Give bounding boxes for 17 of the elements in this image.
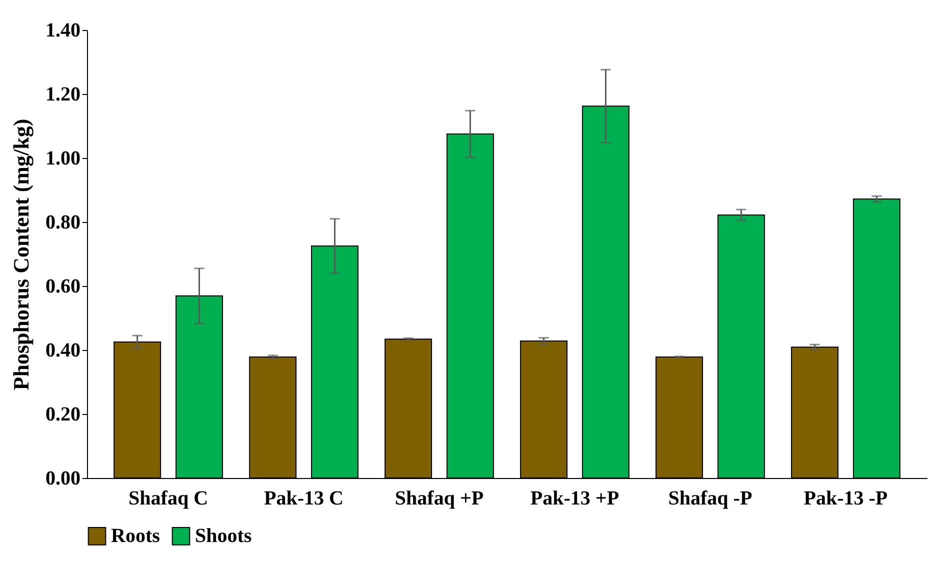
x-tick-label: Pak-13 -P: [804, 488, 888, 510]
x-tick-label: Shafaq C: [128, 488, 208, 510]
y-tick-label: 1.00: [46, 148, 80, 170]
x-tick-label: Pak-13 C: [264, 488, 344, 510]
x-tick-label: Shafaq +P: [394, 488, 484, 510]
y-tick-label: 1.20: [46, 84, 80, 106]
x-tick-label: Pak-13 +P: [530, 488, 620, 510]
y-tick-label: 0.60: [46, 276, 80, 298]
y-tick-label: 0.40: [46, 340, 80, 362]
y-axis-title: Phosphorus Content (mg/kg): [8, 118, 34, 390]
y-tick-label: 0.20: [46, 404, 80, 426]
y-tick-label: 0.80: [46, 212, 80, 234]
y-tick-label: 0.00: [46, 468, 80, 490]
legend-label: Roots: [111, 525, 160, 548]
y-tick-label: 1.40: [46, 20, 80, 42]
legend-label: Shoots: [195, 525, 252, 548]
x-tick-label: Shafaq -P: [668, 488, 752, 510]
